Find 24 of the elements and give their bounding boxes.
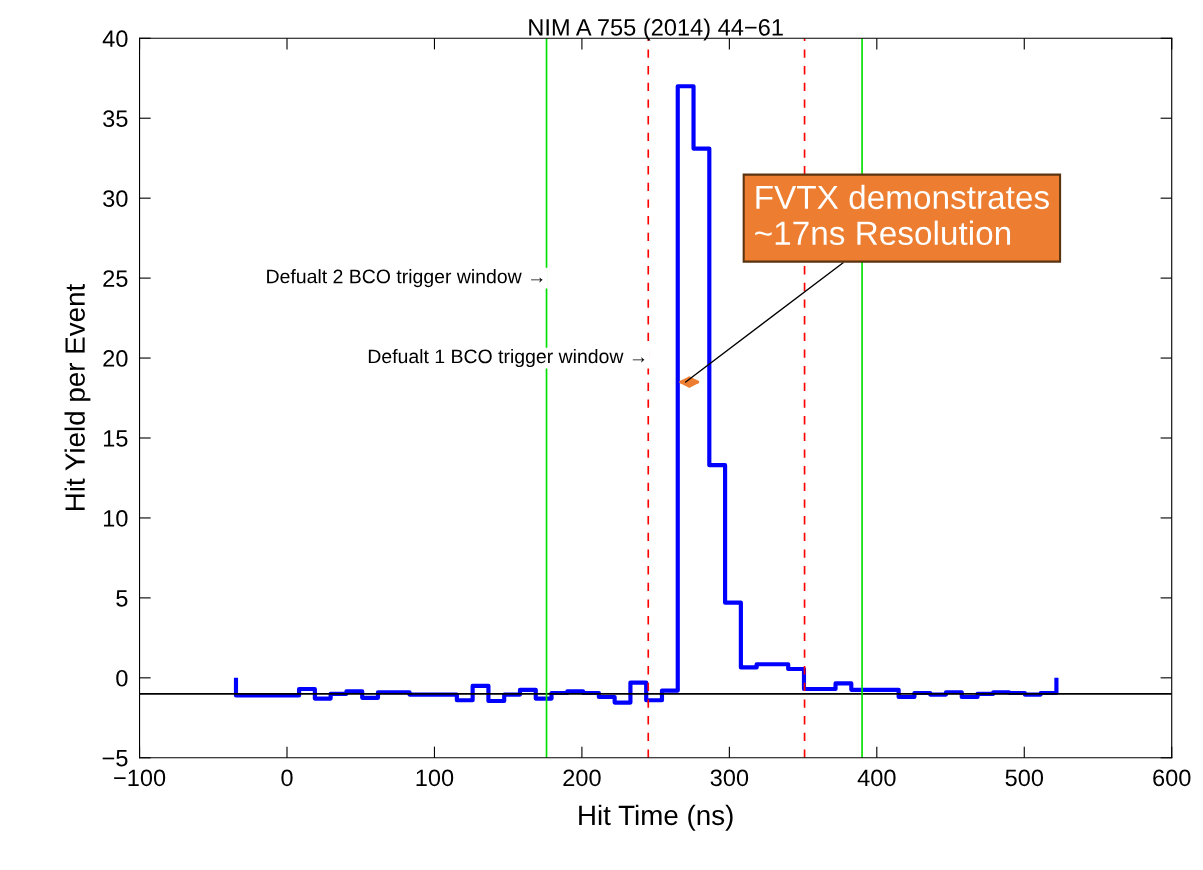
y-tick-label: 35: [103, 110, 128, 128]
y-tick-label: 0: [116, 669, 128, 687]
x-tick-label: 300: [710, 769, 749, 787]
y-tick-label: −5: [102, 750, 128, 767]
y-tick-label: 30: [103, 190, 128, 207]
y-axis-title: Hit Yield per Event: [64, 283, 91, 510]
annotation: Defualt 2 BCO trigger window →: [267, 269, 543, 288]
y-tick-label: 40: [102, 30, 128, 48]
y-tick-label: 5: [116, 590, 128, 607]
x-axis-title: Hit Time (ns): [579, 804, 733, 831]
x-tick-label: 0: [281, 769, 293, 787]
annotation: FVTX demonstrates ~17ns Resolution: [755, 184, 1049, 246]
x-tick-label: 500: [1005, 769, 1044, 787]
x-tick-label: −100: [114, 769, 166, 787]
x-tick-label: 100: [416, 769, 454, 787]
annotation: Defualt 1 BCO trigger window →: [368, 348, 645, 368]
y-tick-label: 25: [103, 270, 128, 287]
x-tick-label: 400: [857, 769, 896, 787]
y-tick-label: 10: [103, 510, 128, 527]
y-tick-label: 20: [103, 350, 128, 367]
x-tick-label: 600: [1153, 769, 1191, 787]
chart-title: NIM A 755 (2014) 44−61: [529, 18, 783, 41]
x-tick-label: 200: [563, 769, 601, 787]
y-tick-label: 15: [103, 430, 128, 447]
